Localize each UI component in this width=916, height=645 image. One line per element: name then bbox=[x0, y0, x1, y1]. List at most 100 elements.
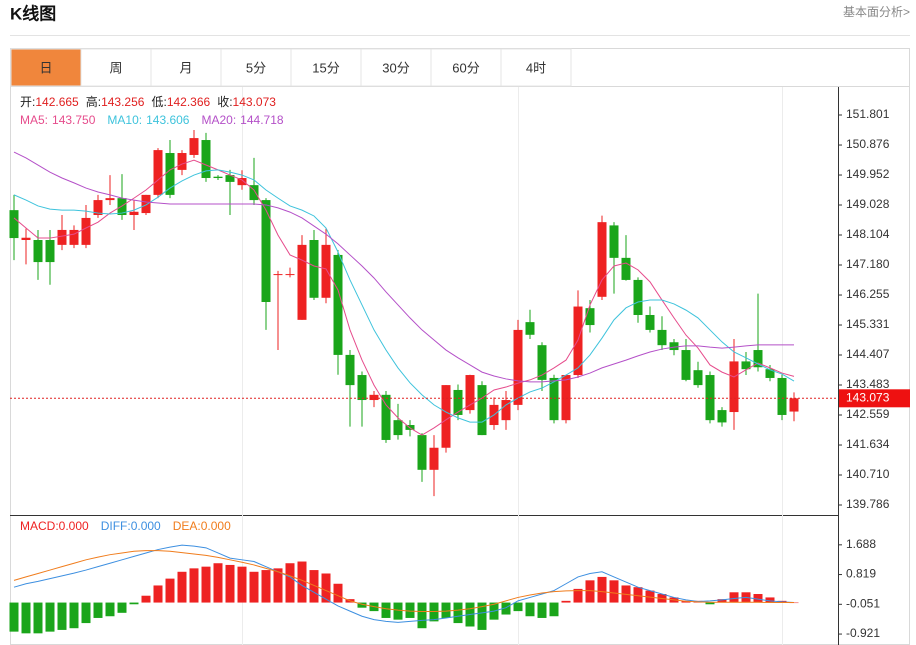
tab-bg[interactable] bbox=[220, 48, 292, 87]
candle-body bbox=[741, 361, 751, 370]
candle-body bbox=[729, 361, 739, 413]
macd-bar bbox=[633, 587, 643, 603]
candle-body bbox=[261, 200, 271, 303]
legend-name: MA5: bbox=[20, 113, 48, 127]
macd-bar bbox=[213, 563, 223, 603]
y-tick-label: 139.786 bbox=[846, 497, 890, 511]
candle-body bbox=[189, 138, 199, 155]
candle-body bbox=[465, 375, 475, 411]
info-value: 142.366 bbox=[167, 95, 211, 109]
tab-bg[interactable] bbox=[500, 48, 572, 87]
macd-bar bbox=[549, 602, 559, 617]
tab-bg[interactable] bbox=[10, 48, 82, 87]
chart-frame bbox=[10, 48, 910, 645]
legend-name: MACD: bbox=[20, 519, 59, 533]
candle-body bbox=[141, 194, 151, 214]
tab[interactable]: 周 bbox=[109, 60, 122, 75]
macd-bar bbox=[321, 573, 331, 603]
candle-body bbox=[321, 244, 331, 298]
tab[interactable]: 15分 bbox=[312, 60, 339, 75]
macd-bar bbox=[297, 561, 307, 603]
tab-bg[interactable] bbox=[290, 48, 362, 87]
macd-bar bbox=[717, 599, 727, 603]
candle-body bbox=[537, 345, 547, 380]
tab-bg[interactable] bbox=[150, 48, 222, 87]
candle-body bbox=[345, 354, 355, 386]
macd-bar bbox=[645, 590, 655, 603]
macd-bar bbox=[105, 602, 115, 617]
info-value: 142.665 bbox=[35, 95, 79, 109]
info-label: 收: bbox=[217, 95, 232, 109]
info-label: 开: bbox=[20, 95, 35, 109]
candle-body bbox=[621, 257, 631, 280]
tab[interactable]: 60分 bbox=[452, 60, 479, 75]
macd-bar bbox=[285, 563, 295, 603]
candle-body bbox=[117, 198, 127, 216]
line bbox=[13, 550, 794, 612]
tab[interactable]: 30分 bbox=[382, 60, 409, 75]
candle-body bbox=[645, 314, 655, 330]
tab-bg[interactable] bbox=[360, 48, 432, 87]
tab[interactable]: 月 bbox=[179, 60, 192, 75]
macd-bar bbox=[21, 602, 31, 634]
tab[interactable]: 日 bbox=[39, 60, 52, 75]
candle-body bbox=[81, 217, 91, 245]
legend-name: DIFF: bbox=[101, 519, 131, 533]
legend-value: 0.000 bbox=[59, 519, 89, 533]
macd-bar bbox=[69, 602, 79, 629]
candle-body bbox=[717, 410, 727, 423]
tab[interactable]: 5分 bbox=[246, 60, 266, 75]
macd-bar bbox=[381, 602, 391, 618]
line bbox=[13, 169, 795, 423]
candle-body bbox=[105, 198, 115, 201]
macd-bar bbox=[117, 602, 127, 613]
macd-bar bbox=[765, 597, 775, 603]
macd-bar bbox=[261, 570, 271, 603]
tab-bg[interactable] bbox=[80, 48, 152, 87]
y-tick-label: 149.952 bbox=[846, 167, 890, 181]
candle-body bbox=[417, 435, 427, 470]
candle-body bbox=[705, 375, 715, 421]
macd-bar bbox=[417, 602, 427, 629]
macd-bar bbox=[561, 600, 571, 603]
macd-bar bbox=[333, 583, 343, 603]
candle-body bbox=[357, 375, 367, 401]
y-tick-label: 149.028 bbox=[846, 197, 890, 211]
candle-body bbox=[441, 385, 451, 448]
line bbox=[13, 159, 795, 436]
candle-body bbox=[165, 153, 175, 195]
candle-body bbox=[657, 329, 667, 346]
candle-body bbox=[273, 274, 283, 276]
info-value: 143.256 bbox=[101, 95, 145, 109]
macd-bar bbox=[597, 576, 607, 603]
macd-bar bbox=[429, 602, 439, 622]
candle-body bbox=[9, 210, 19, 239]
candle-body bbox=[93, 200, 103, 216]
candle-body bbox=[765, 369, 775, 378]
y-tick-label: 142.559 bbox=[846, 407, 890, 421]
fundamental-link[interactable]: 基本面分析> bbox=[843, 5, 910, 19]
tab[interactable]: 4时 bbox=[526, 60, 546, 75]
macd-bar bbox=[45, 602, 55, 632]
y-tick-label: 143.483 bbox=[846, 377, 890, 391]
candle-body bbox=[681, 350, 691, 380]
candle-body bbox=[21, 237, 31, 241]
macd-bar bbox=[273, 568, 283, 603]
legend-value: 0.000 bbox=[201, 519, 231, 533]
y-tick-label: 0.819 bbox=[846, 567, 876, 581]
candle-body bbox=[525, 322, 535, 335]
macd-bar bbox=[237, 566, 247, 603]
macd-bar bbox=[249, 571, 259, 603]
macd-bar bbox=[309, 570, 319, 603]
candle-body bbox=[669, 342, 679, 351]
last-price-label: 143.073 bbox=[846, 390, 890, 404]
candle-body bbox=[585, 308, 595, 326]
macd-bar bbox=[513, 602, 523, 612]
candle-body bbox=[597, 222, 607, 297]
candle-body bbox=[561, 375, 571, 421]
macd-bar bbox=[753, 594, 763, 603]
macd-bar bbox=[129, 602, 139, 605]
legend: MA5: 143.750 MA10: 143.606 MA20: 144.718 bbox=[20, 113, 284, 127]
legend-name: MA10: bbox=[107, 113, 142, 127]
